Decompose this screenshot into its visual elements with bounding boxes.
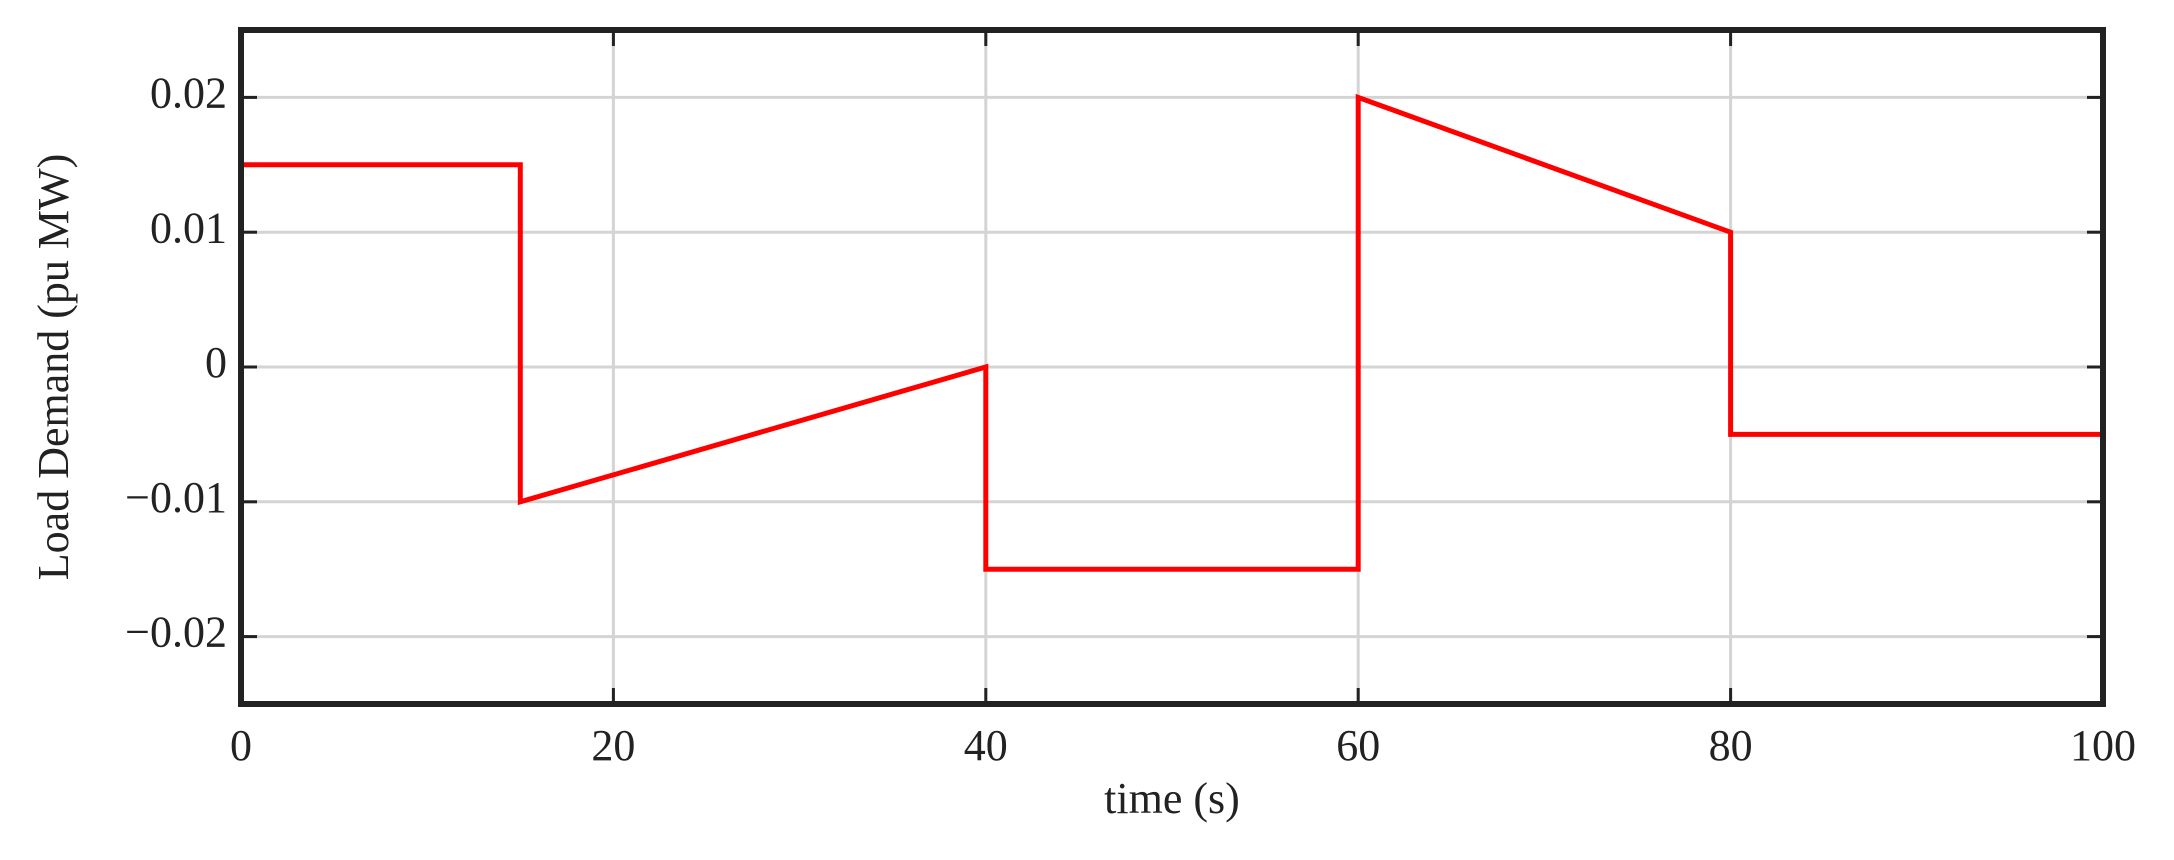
x-axis-label: time (s) (1104, 774, 1240, 823)
data-line (241, 93, 2103, 572)
y-tick-label: 0 (205, 338, 227, 387)
y-tick-label: −0.02 (125, 608, 227, 657)
plot-frame (238, 27, 2106, 707)
x-tick-label: 20 (591, 721, 635, 770)
y-tick-label: 0.02 (150, 68, 227, 117)
y-tick-label: 0.01 (150, 203, 227, 252)
y-tick-label: −0.01 (125, 473, 227, 522)
y-axis-label: Load Demand (pu MW) (29, 154, 78, 580)
x-tick-label: 40 (964, 721, 1008, 770)
x-tick-label: 0 (230, 721, 252, 770)
x-tick-label: 60 (1336, 721, 1380, 770)
x-tick-label: 80 (1709, 721, 1753, 770)
x-tick-label: 100 (2070, 721, 2136, 770)
